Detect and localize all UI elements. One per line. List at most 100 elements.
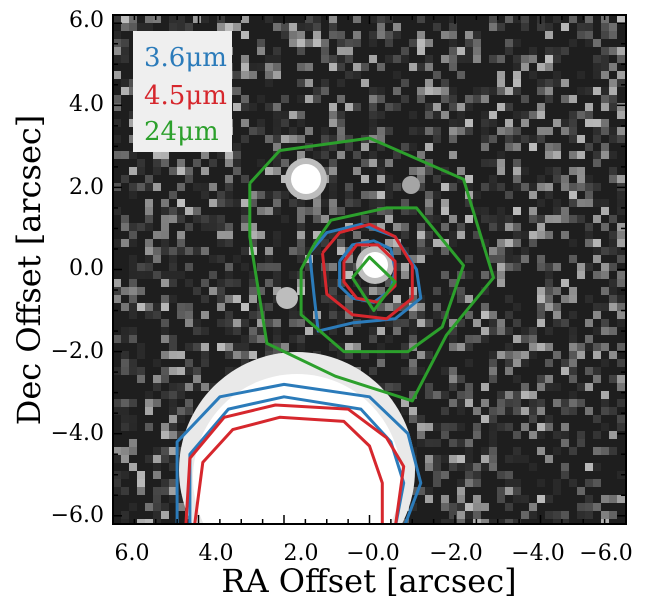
noise-pixel: [185, 207, 193, 215]
noise-pixel: [377, 31, 385, 39]
noise-pixel: [481, 327, 489, 335]
noise-pixel: [489, 215, 497, 223]
noise-pixel: [185, 223, 193, 231]
noise-pixel: [369, 367, 377, 375]
noise-pixel: [553, 399, 561, 407]
noise-pixel: [321, 135, 329, 143]
noise-pixel: [617, 399, 625, 407]
noise-pixel: [601, 87, 609, 95]
noise-pixel: [377, 191, 385, 199]
noise-pixel: [561, 471, 569, 479]
noise-pixel: [609, 127, 617, 135]
noise-pixel: [385, 39, 393, 47]
noise-pixel: [585, 39, 593, 47]
noise-pixel: [601, 399, 609, 407]
noise-pixel: [593, 375, 601, 383]
noise-pixel: [449, 343, 457, 351]
noise-pixel: [225, 159, 233, 167]
noise-pixel: [321, 79, 329, 87]
noise-pixel: [441, 455, 449, 463]
x-tick-label: −4.0: [511, 541, 564, 566]
noise-pixel: [385, 383, 393, 391]
noise-pixel: [457, 111, 465, 119]
noise-pixel: [513, 39, 521, 47]
noise-pixel: [129, 463, 137, 471]
noise-pixel: [265, 103, 273, 111]
noise-pixel: [337, 55, 345, 63]
noise-pixel: [617, 375, 625, 383]
noise-pixel: [313, 23, 321, 31]
noise-pixel: [145, 183, 153, 191]
noise-pixel: [489, 319, 497, 327]
noise-pixel: [193, 287, 201, 295]
noise-pixel: [449, 215, 457, 223]
noise-pixel: [417, 439, 425, 447]
noise-pixel: [609, 151, 617, 159]
noise-pixel: [505, 479, 513, 487]
noise-pixel: [201, 351, 209, 359]
noise-pixel: [305, 79, 313, 87]
noise-pixel: [129, 359, 137, 367]
noise-pixel: [265, 247, 273, 255]
noise-pixel: [617, 247, 625, 255]
noise-pixel: [217, 287, 225, 295]
noise-pixel: [585, 367, 593, 375]
noise-pixel: [465, 503, 473, 511]
noise-pixel: [177, 415, 185, 423]
noise-pixel: [617, 207, 625, 215]
noise-pixel: [345, 135, 353, 143]
noise-pixel: [121, 15, 129, 23]
noise-pixel: [513, 127, 521, 135]
noise-pixel: [313, 95, 321, 103]
noise-pixel: [481, 111, 489, 119]
noise-pixel: [545, 303, 553, 311]
noise-pixel: [601, 95, 609, 103]
noise-pixel: [241, 207, 249, 215]
noise-pixel: [577, 439, 585, 447]
noise-pixel: [233, 319, 241, 327]
noise-pixel: [241, 103, 249, 111]
noise-pixel: [401, 263, 409, 271]
noise-pixel: [297, 119, 305, 127]
noise-pixel: [465, 295, 473, 303]
noise-pixel: [601, 343, 609, 351]
noise-pixel: [417, 247, 425, 255]
noise-pixel: [153, 399, 161, 407]
noise-pixel: [337, 343, 345, 351]
noise-pixel: [337, 247, 345, 255]
noise-pixel: [449, 95, 457, 103]
noise-pixel: [329, 159, 337, 167]
noise-pixel: [545, 359, 553, 367]
noise-pixel: [593, 271, 601, 279]
noise-pixel: [313, 247, 321, 255]
noise-pixel: [177, 215, 185, 223]
noise-pixel: [569, 407, 577, 415]
noise-pixel: [369, 127, 377, 135]
noise-pixel: [545, 143, 553, 151]
noise-pixel: [481, 143, 489, 151]
noise-pixel: [489, 111, 497, 119]
noise-pixel: [401, 207, 409, 215]
noise-pixel: [153, 375, 161, 383]
noise-pixel: [545, 215, 553, 223]
noise-pixel: [193, 15, 201, 23]
noise-pixel: [353, 71, 361, 79]
noise-pixel: [369, 87, 377, 95]
noise-pixel: [217, 223, 225, 231]
noise-pixel: [441, 431, 449, 439]
noise-pixel: [561, 399, 569, 407]
noise-pixel: [145, 263, 153, 271]
noise-pixel: [225, 367, 233, 375]
noise-pixel: [513, 63, 521, 71]
noise-pixel: [241, 263, 249, 271]
noise-pixel: [617, 415, 625, 423]
noise-pixel: [129, 279, 137, 287]
noise-pixel: [233, 159, 241, 167]
noise-pixel: [537, 495, 545, 503]
noise-pixel: [153, 447, 161, 455]
noise-pixel: [225, 223, 233, 231]
x-tick-label: −6.0: [579, 541, 632, 566]
noise-pixel: [121, 175, 129, 183]
noise-pixel: [441, 271, 449, 279]
noise-pixel: [497, 487, 505, 495]
